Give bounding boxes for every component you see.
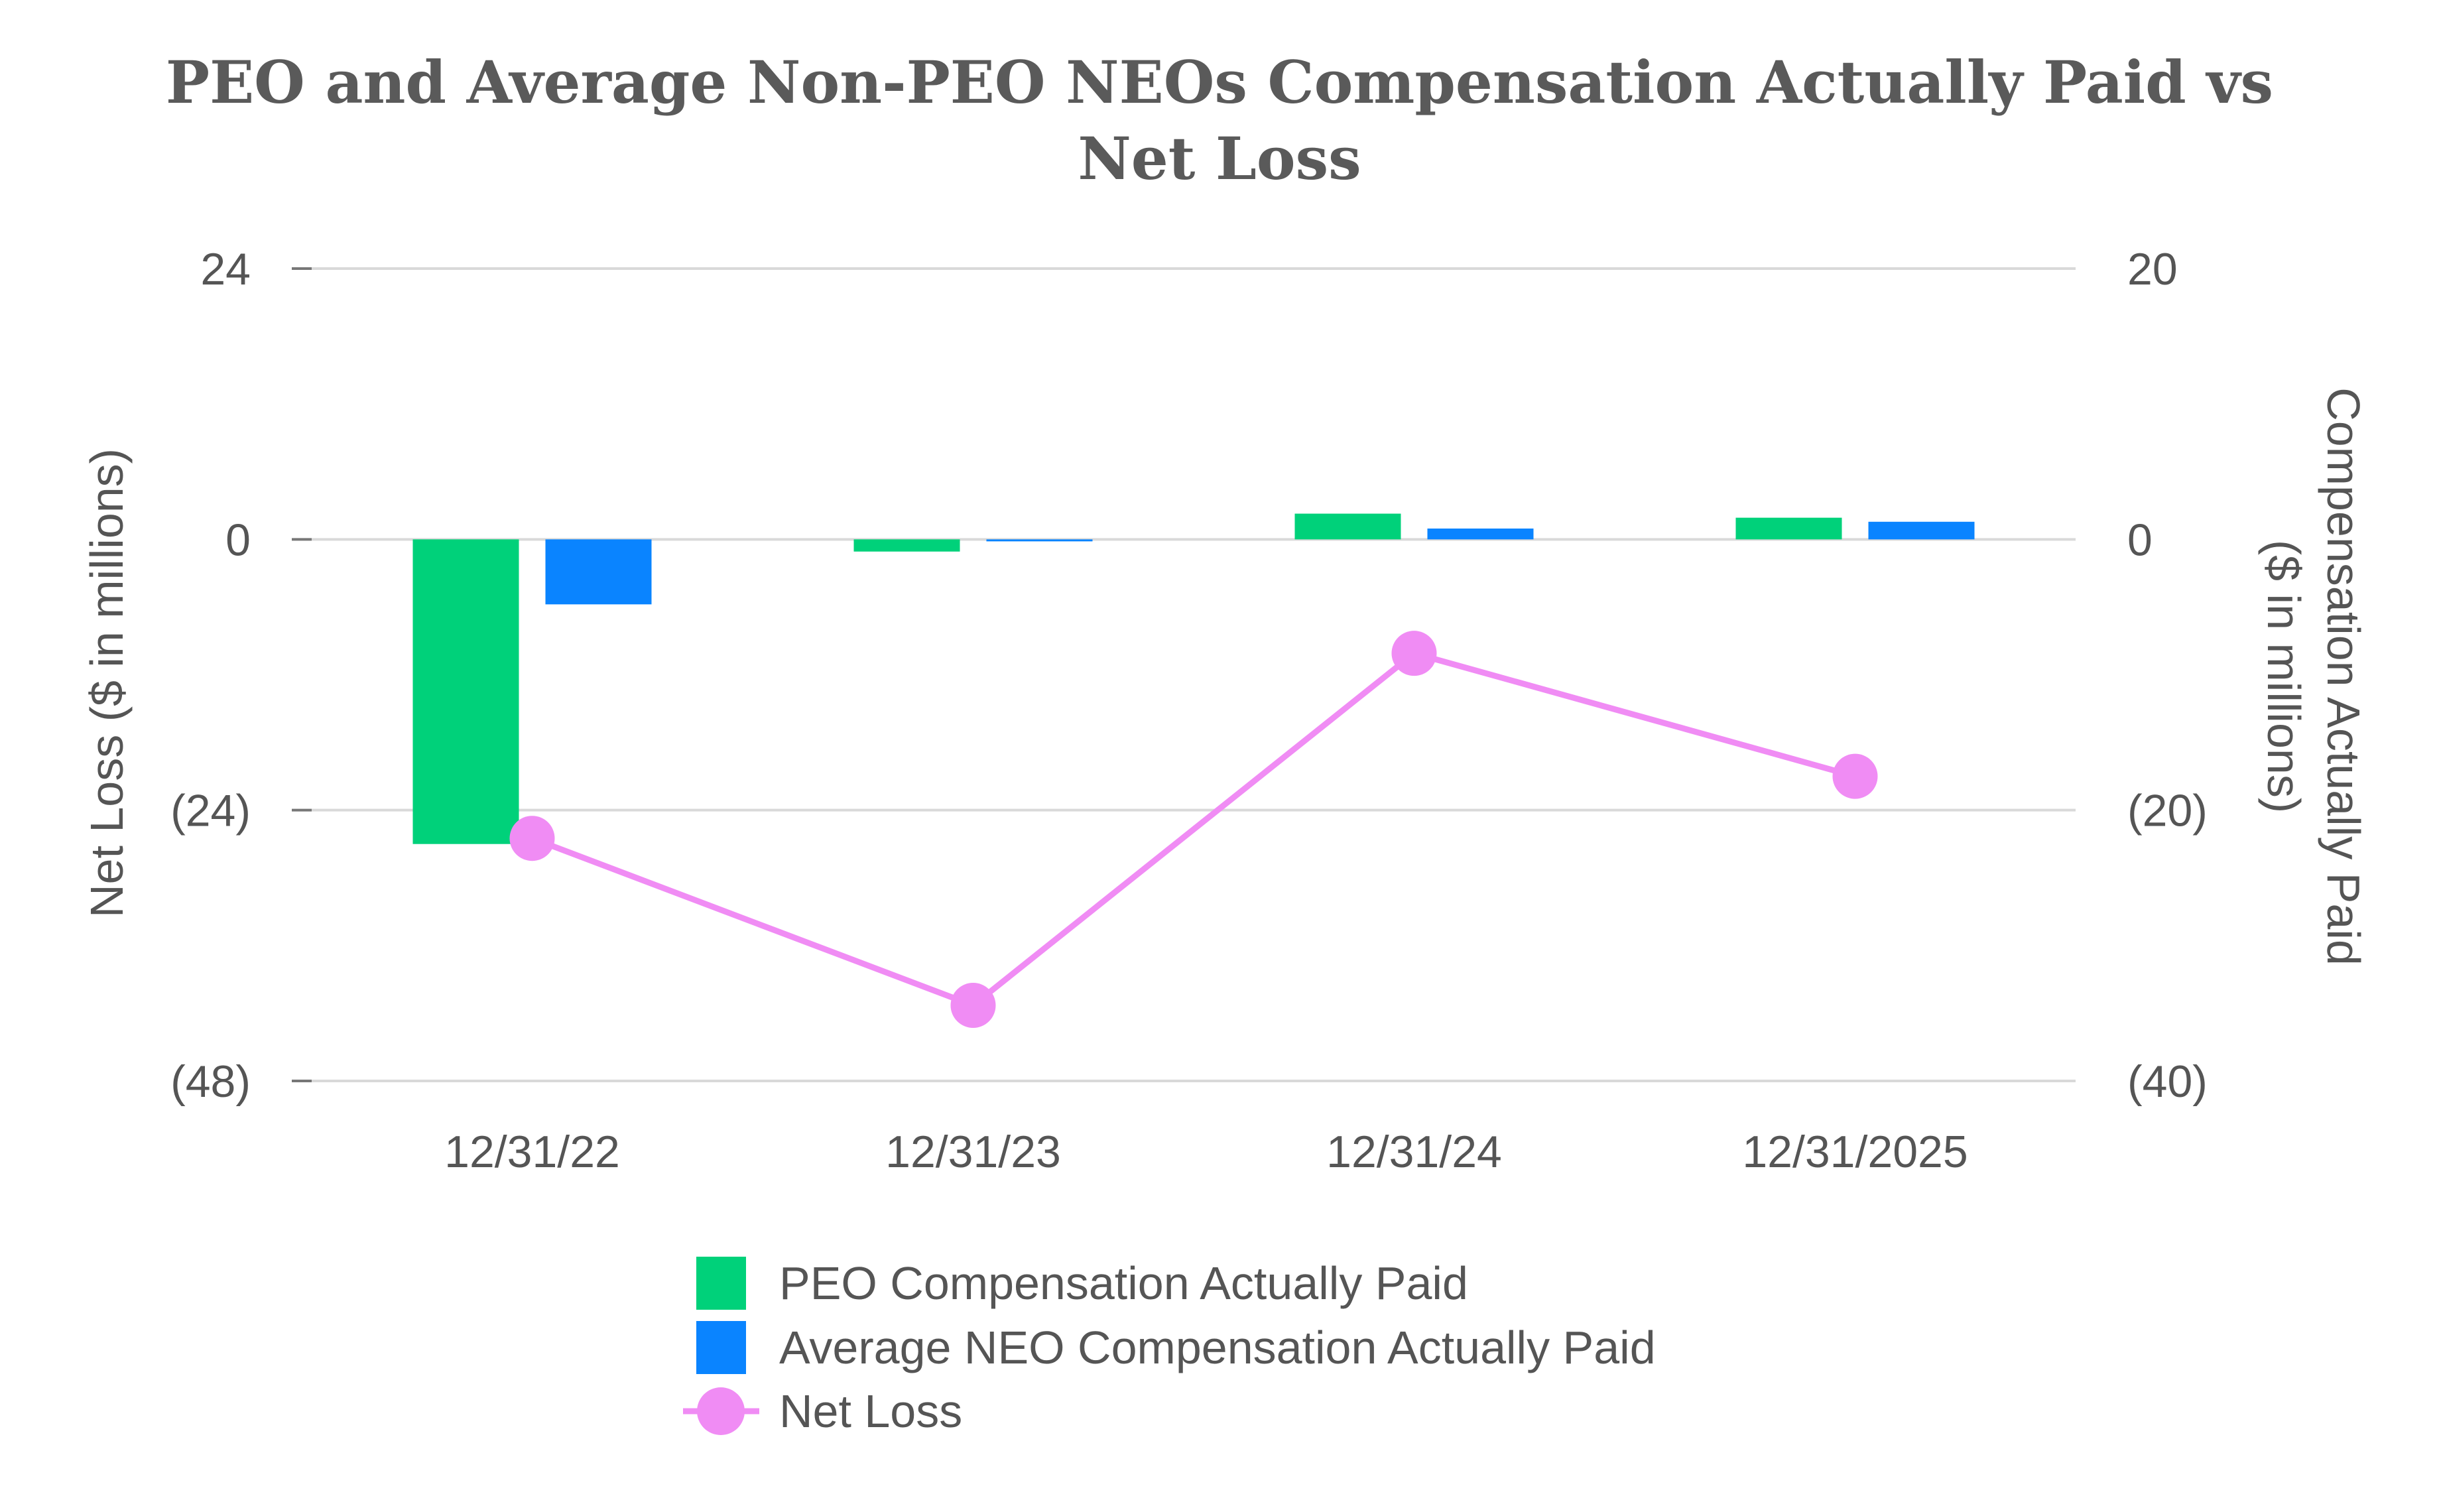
- right-tick-label: 20: [2127, 244, 2178, 294]
- legend-swatch-0: [696, 1257, 746, 1310]
- bar-peo-0: [412, 539, 519, 844]
- legend-label-1: Average NEO Compensation Actually Paid: [779, 1322, 1656, 1373]
- right-axis-label-line-2: ($ in millions): [2258, 540, 2310, 813]
- x-tick-label: 12/31/22: [444, 1127, 620, 1177]
- left-tick-label: (24): [170, 786, 251, 836]
- grid-lines: [312, 267, 2076, 1082]
- right-tick-label: (40): [2127, 1056, 2208, 1107]
- legend-label-0: PEO Compensation Actually Paid: [779, 1257, 1468, 1309]
- bar-peo-2: [1294, 513, 1401, 540]
- right-axis-label-line-1: Compensation Actually Paid: [2318, 387, 2369, 966]
- right-tick-label: 0: [2127, 515, 2153, 565]
- net-loss-polyline: [531, 650, 1856, 1009]
- left-tick-label: (48): [170, 1056, 251, 1107]
- left-tick-label: 0: [225, 515, 251, 565]
- bar-peo-3: [1735, 517, 1842, 540]
- net-loss-point-0: [509, 816, 555, 861]
- chart-title-line-2: Net Loss: [1078, 124, 1361, 193]
- legend-marker: [697, 1387, 745, 1435]
- chart-title: PEO and Average Non-PEO NEOs Compensatio…: [166, 48, 2273, 193]
- right-axis-ticks: 20 0 (20) (40): [2127, 244, 2208, 1107]
- bar-neo-1: [986, 539, 1093, 542]
- left-axis-ticks: 24 0 (24) (48): [170, 244, 312, 1107]
- net-loss-point-2: [1391, 631, 1437, 676]
- bar-neo-3: [1868, 521, 1975, 540]
- x-tick-label: 12/31/23: [885, 1127, 1061, 1177]
- net-loss-point-3: [1832, 753, 1878, 799]
- legend: PEO Compensation Actually Paid Average NE…: [683, 1257, 1656, 1437]
- x-axis-labels: 12/31/22 12/31/23 12/31/24 12/31/2025: [444, 1127, 1968, 1177]
- right-tick-label: (20): [2127, 786, 2208, 836]
- bar-peo-1: [853, 539, 960, 552]
- bar-neo-0: [545, 539, 652, 605]
- left-axis-label: Net Loss ($ in millions): [81, 448, 133, 918]
- left-tick-label: 24: [200, 244, 251, 294]
- legend-label-2: Net Loss: [779, 1385, 962, 1437]
- x-tick-label: 12/31/24: [1326, 1127, 1502, 1177]
- right-axis-label: Compensation Actually Paid ($ in million…: [2258, 387, 2369, 966]
- x-tick-label: 12/31/2025: [1742, 1127, 1968, 1177]
- net-loss-point-1: [950, 983, 996, 1029]
- chart-title-line-1: PEO and Average Non-PEO NEOs Compensatio…: [166, 48, 2273, 117]
- legend-swatch-1: [696, 1321, 746, 1374]
- net-loss-line: [509, 631, 1878, 1029]
- bars: [412, 513, 1975, 844]
- bar-neo-2: [1427, 529, 1534, 540]
